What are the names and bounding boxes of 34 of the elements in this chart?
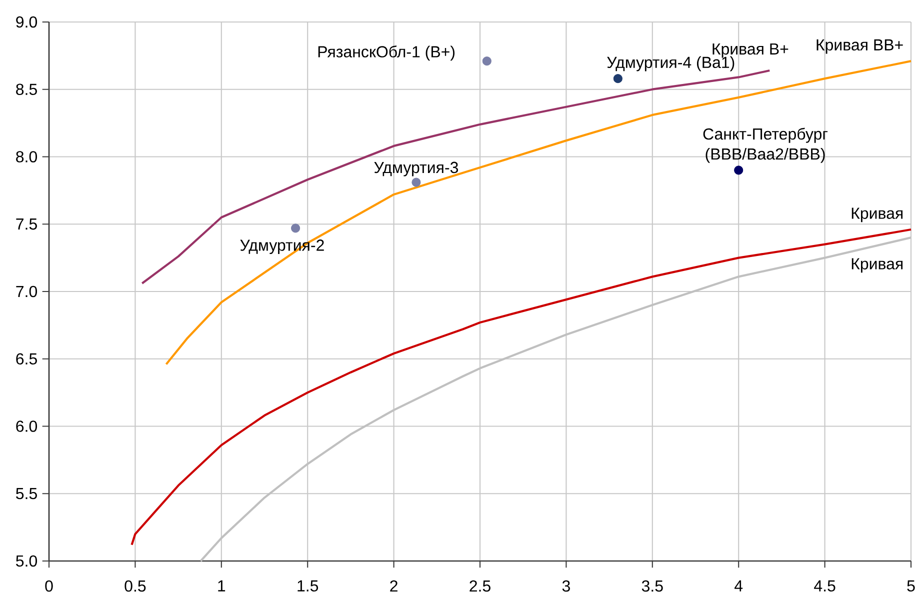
point [734, 166, 744, 175]
point [412, 178, 421, 187]
x-tick-label: 3.5 [642, 580, 663, 592]
y-tick-label: 7.0 [16, 286, 38, 298]
x-tick-label: 4.5 [814, 580, 836, 592]
x-tick-label: 1.5 [298, 580, 318, 592]
annotation: Удмуртия-4 (Ba1) [607, 56, 734, 72]
y-tick-label: 8.0 [16, 151, 38, 162]
series-label: Кривая BB+ [816, 39, 903, 54]
y-tick-label: 8.5 [16, 84, 37, 96]
series-label: Кривая [852, 208, 903, 222]
y-tick-label: 6.0 [16, 420, 38, 432]
x-tick-label: 2.5 [470, 580, 490, 592]
x-tick-label: 5 [907, 580, 915, 592]
annotation: Удмуртия-3 [374, 162, 458, 176]
y-tick-label: 5.0 [16, 555, 38, 567]
x-tick-label: 0.5 [124, 580, 146, 592]
point [290, 224, 300, 233]
series-label: Кривая B+ [712, 43, 788, 58]
y-tick-label: 7.5 [16, 218, 37, 230]
point [482, 56, 492, 66]
x-tick-label: 4 [734, 580, 743, 592]
x-tick-label: 2 [390, 580, 398, 592]
point [613, 74, 622, 84]
y-tick-label: 9.0 [16, 16, 38, 28]
y-tick-label: 5.5 [16, 488, 37, 500]
y-tick-label: 6.5 [16, 353, 37, 365]
annotation: Санкт-Петербург (BBB/Baa2/BBB) [703, 128, 828, 163]
x-tick-label: 1 [218, 580, 226, 592]
line-series [130, 228, 912, 546]
x-tick-label: 3 [562, 580, 570, 592]
annotation: РязанскОбл-1 (B+) [318, 46, 455, 61]
series-label: Кривая [852, 258, 903, 273]
x-tick-label: 0 [45, 580, 53, 592]
